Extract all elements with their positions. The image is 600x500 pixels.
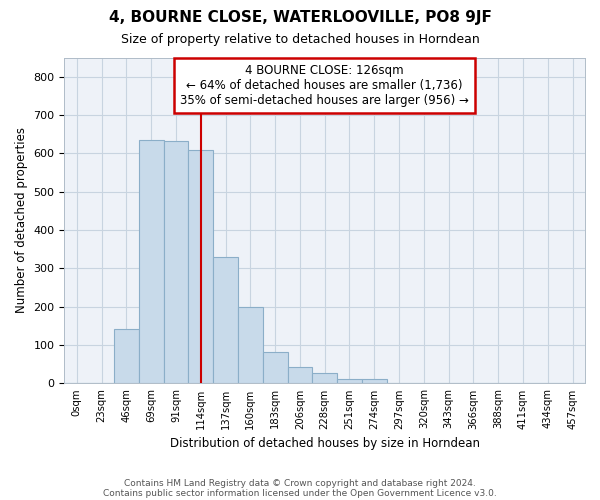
- Text: Size of property relative to detached houses in Horndean: Size of property relative to detached ho…: [121, 32, 479, 46]
- Bar: [139, 140, 164, 384]
- Bar: [114, 328, 139, 384]
- Bar: [263, 352, 287, 384]
- Text: Contains HM Land Registry data © Crown copyright and database right 2024.: Contains HM Land Registry data © Crown c…: [124, 478, 476, 488]
- Bar: [412, 382, 436, 384]
- Text: 4 BOURNE CLOSE: 126sqm
← 64% of detached houses are smaller (1,736)
35% of semi-: 4 BOURNE CLOSE: 126sqm ← 64% of detached…: [180, 64, 469, 107]
- Y-axis label: Number of detached properties: Number of detached properties: [15, 128, 28, 314]
- Bar: [287, 367, 313, 384]
- Text: 4, BOURNE CLOSE, WATERLOOVILLE, PO8 9JF: 4, BOURNE CLOSE, WATERLOOVILLE, PO8 9JF: [109, 10, 491, 25]
- Bar: [188, 150, 213, 384]
- X-axis label: Distribution of detached houses by size in Horndean: Distribution of detached houses by size …: [170, 437, 480, 450]
- Bar: [337, 379, 362, 384]
- Bar: [362, 379, 386, 384]
- Bar: [386, 382, 412, 384]
- Bar: [89, 382, 114, 384]
- Bar: [313, 373, 337, 384]
- Bar: [238, 306, 263, 384]
- Text: Contains public sector information licensed under the Open Government Licence v3: Contains public sector information licen…: [103, 488, 497, 498]
- Bar: [560, 382, 585, 384]
- Bar: [213, 257, 238, 384]
- Bar: [164, 141, 188, 384]
- Bar: [64, 382, 89, 384]
